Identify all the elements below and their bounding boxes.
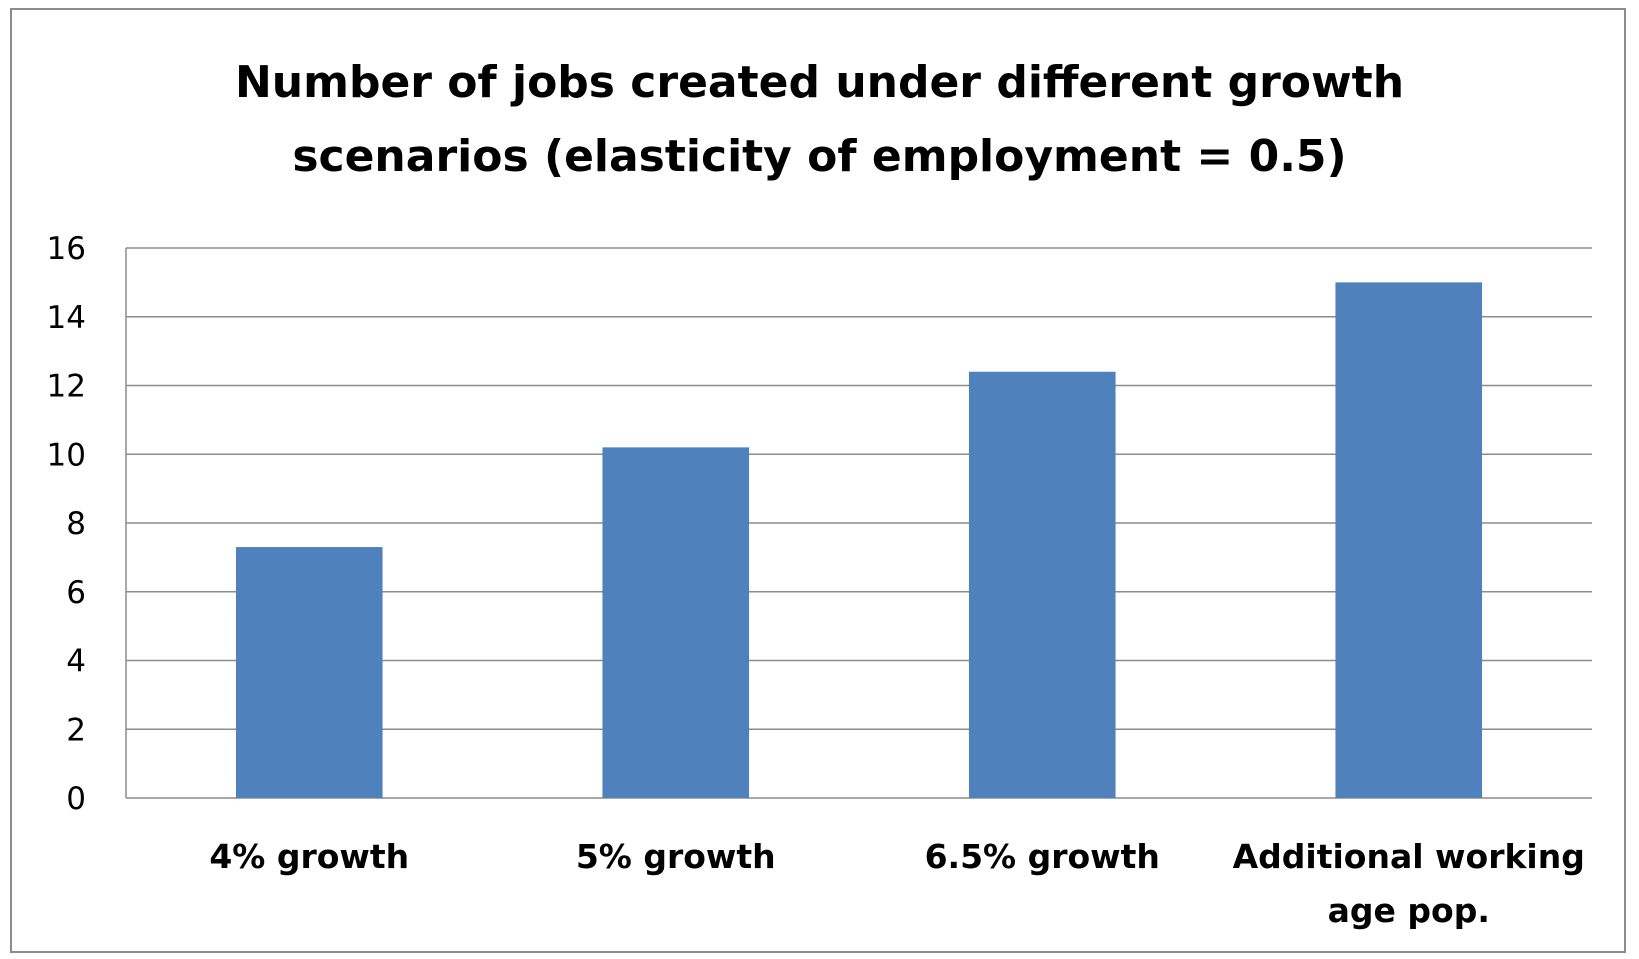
x-category-label-4-line-2: age pop. (1328, 891, 1490, 930)
y-tick-label-16: 16 (47, 231, 86, 267)
bars (235, 282, 1483, 798)
x-category-label-3: 6.5% growth (925, 837, 1160, 876)
x-category-label-4-line-1: Additional working (1233, 837, 1585, 876)
bar-4 (1335, 282, 1483, 798)
y-tick-label-4: 4 (66, 644, 86, 680)
bar-2 (602, 447, 750, 798)
y-tick-label-10: 10 (47, 437, 86, 473)
y-tick-label-0: 0 (66, 781, 86, 817)
chart-title: Number of jobs created under different g… (0, 46, 1639, 194)
x-category-label-1: 4% growth (209, 837, 409, 876)
x-category-label-2: 5% growth (576, 837, 776, 876)
chart-title-line-1: Number of jobs created under different g… (234, 57, 1405, 108)
y-tick-label-12: 12 (47, 369, 86, 405)
y-tick-label-8: 8 (66, 506, 86, 542)
bar-1 (235, 547, 383, 798)
chart-title-line-2: scenarios (elasticity of employment = 0.… (292, 131, 1347, 182)
y-tick-labels: 0 2 4 6 8 10 12 14 16 (47, 231, 86, 817)
y-tick-label-14: 14 (47, 300, 86, 336)
y-tick-label-2: 2 (66, 712, 86, 748)
x-category-labels: 4% growth 5% growth 6.5% growth Additional … (209, 837, 1585, 930)
y-tick-label-6: 6 (66, 575, 86, 611)
bar-3 (968, 371, 1116, 798)
